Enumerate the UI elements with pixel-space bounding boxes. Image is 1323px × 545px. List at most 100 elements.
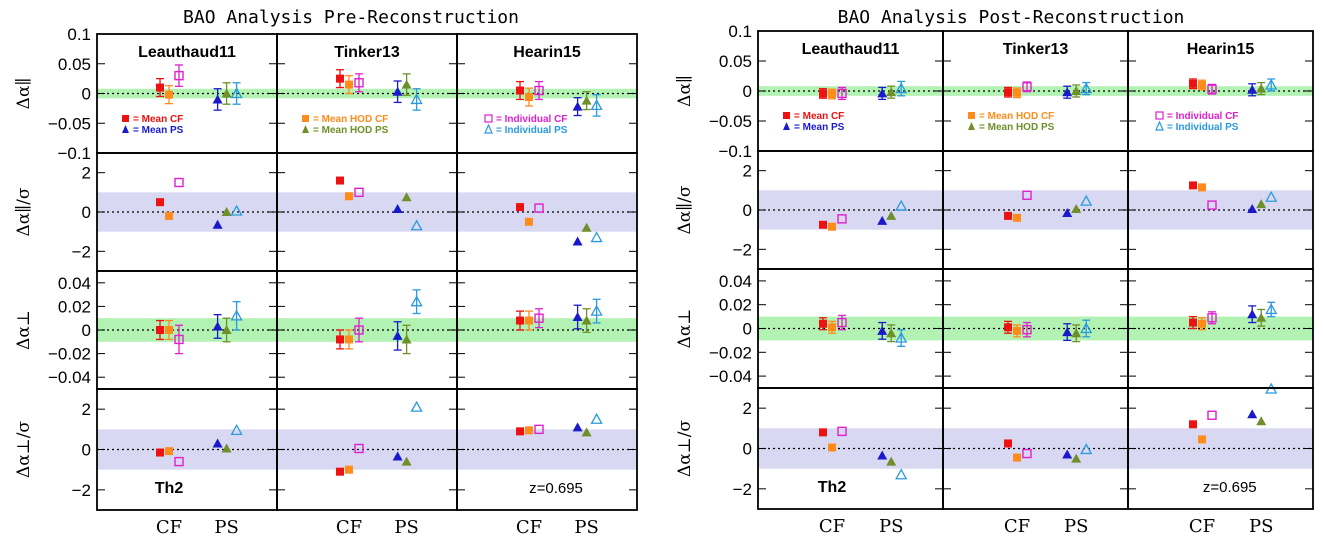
data-point-individual-cf: [354, 443, 364, 454]
data-point-mean-cf: [1004, 211, 1012, 220]
data-point-mean-ps: [1062, 449, 1073, 459]
y-axis-label: Δα⊥/σ: [675, 420, 695, 477]
data-point-mean-ps: [572, 312, 583, 322]
data-point-mean-hod-ps: [581, 222, 592, 232]
data-point-mean-hod-ps: [401, 192, 412, 202]
data-point-individual-ps: [1080, 82, 1093, 94]
y-tick-label: −0.04: [48, 368, 91, 387]
data-point-mean-ps: [877, 450, 888, 460]
data-point-mean-ps: [212, 219, 223, 229]
data-point-individual-ps: [230, 87, 243, 99]
data-point-mean-hod-cf: [165, 90, 173, 99]
data-point-mean-cf: [1189, 79, 1197, 88]
panel-frame: [456, 388, 638, 511]
data-point-individual-cf: [1207, 313, 1217, 323]
data-point-mean-hod-ps: [581, 427, 592, 437]
data-point-mean-hod-ps: [1256, 199, 1267, 209]
data-point-mean-ps: [877, 325, 888, 335]
y-tick-label: 2: [82, 400, 91, 419]
data-point-mean-cf: [1004, 439, 1012, 448]
data-point-mean-cf: [819, 428, 827, 437]
chart-title: BAO Analysis Post-Reconstruction: [838, 7, 1185, 28]
data-point-mean-cf: [1189, 181, 1197, 190]
data-point-individual-cf: [837, 88, 847, 99]
data-point-individual-cf: [1207, 410, 1217, 420]
legend-label: = Individual PS: [496, 125, 568, 136]
data-point-mean-ps: [1062, 207, 1073, 217]
legend-label: = Mean PS: [794, 122, 845, 133]
data-point-individual-ps: [230, 309, 243, 321]
data-point-individual-cf: [354, 325, 364, 335]
data-point-individual-cf: [174, 177, 184, 188]
data-point-mean-hod-cf: [1013, 88, 1021, 97]
data-point-mean-hod-ps: [221, 325, 232, 334]
x-tick-label: PS: [879, 516, 903, 537]
data-point-individual-ps: [1265, 303, 1278, 315]
data-point-individual-cf: [837, 426, 847, 437]
x-tick-label: CF: [336, 517, 362, 538]
data-point-mean-ps: [1247, 409, 1258, 419]
y-tick-label: 0: [82, 321, 91, 340]
data-point-mean-cf: [156, 448, 164, 457]
row-sperp: 2 0 −2 Δα⊥/σ: [675, 382, 1314, 510]
legend-marker: [122, 125, 129, 133]
data-point-mean-hod-ps: [1071, 328, 1082, 338]
data-point-mean-cf: [1189, 420, 1197, 429]
legend-marker: [484, 123, 493, 134]
y-tick-label: −2: [72, 242, 91, 261]
data-point-mean-hod-cf: [828, 90, 836, 98]
data-point-mean-hod-cf: [165, 447, 173, 456]
data-point-mean-ps: [392, 204, 403, 214]
data-point-mean-ps: [1062, 327, 1073, 337]
data-point-mean-hod-ps: [221, 443, 232, 453]
y-tick-label: −0.04: [709, 367, 752, 386]
data-point-mean-hod-ps: [1071, 453, 1082, 463]
chart-title: BAO Analysis Pre-Reconstruction: [183, 7, 519, 28]
data-point-individual-ps: [1080, 194, 1093, 206]
data-point-individual-cf: [174, 70, 184, 81]
y-tick-label: −0.05: [48, 114, 91, 133]
data-point-mean-hod-ps: [401, 334, 412, 344]
data-point-individual-ps: [230, 424, 243, 435]
legend-marker: [1155, 111, 1164, 120]
data-point-individual-cf: [1022, 324, 1032, 335]
data-point-mean-cf: [516, 427, 524, 436]
data-point-individual-cf: [1207, 84, 1217, 94]
column-title: Tinker13: [1003, 41, 1069, 58]
row-apar: 0.1 0.05 0 −0.05 −0.1 Δα∥: [675, 22, 1314, 161]
data-point-mean-cf: [1004, 323, 1012, 332]
data-point-mean-ps: [392, 330, 403, 340]
reference-band: [758, 190, 1313, 230]
row-spar: 2 0 −2 Δα∥/σ: [14, 152, 638, 272]
data-point-mean-hod-ps: [401, 79, 412, 89]
y-tick-label: 2: [743, 399, 752, 418]
data-point-mean-hod-cf: [828, 443, 836, 452]
data-point-mean-hod-cf: [345, 335, 353, 344]
y-tick-label: 0.05: [58, 55, 91, 74]
data-point-individual-ps: [410, 295, 423, 307]
data-point-individual-cf: [174, 334, 184, 345]
data-point-mean-cf: [516, 316, 524, 325]
data-point-mean-hod-cf: [1198, 319, 1206, 328]
data-point-individual-ps: [230, 204, 243, 216]
annotation-th2: Th2: [155, 480, 184, 497]
row-spar: 2 0 −2 Δα∥/σ: [675, 150, 1314, 270]
y-axis-label: Δα∥: [675, 75, 695, 107]
data-point-mean-cf: [336, 74, 344, 83]
x-tick-label: CF: [1004, 516, 1030, 537]
data-point-mean-hod-cf: [525, 217, 533, 226]
data-point-individual-cf: [534, 424, 544, 435]
data-point-mean-hod-ps: [886, 87, 897, 97]
row-aperp: 0.04 0.02 0 −0.02 −0.04 Δα⊥: [675, 268, 1314, 389]
y-axis-label: Δα∥/σ: [675, 185, 695, 234]
y-axis-label: Δα∥/σ: [14, 187, 34, 236]
reference-band: [758, 316, 1313, 341]
y-tick-label: 0.02: [719, 296, 752, 315]
data-point-mean-hod-cf: [1013, 453, 1021, 462]
legend-marker: [122, 115, 129, 122]
data-point-mean-hod-cf: [345, 80, 353, 89]
data-point-individual-cf: [1022, 190, 1032, 200]
data-point-mean-cf: [516, 203, 524, 212]
data-point-individual-ps: [1080, 443, 1093, 455]
y-tick-label: −0.1: [57, 144, 91, 163]
